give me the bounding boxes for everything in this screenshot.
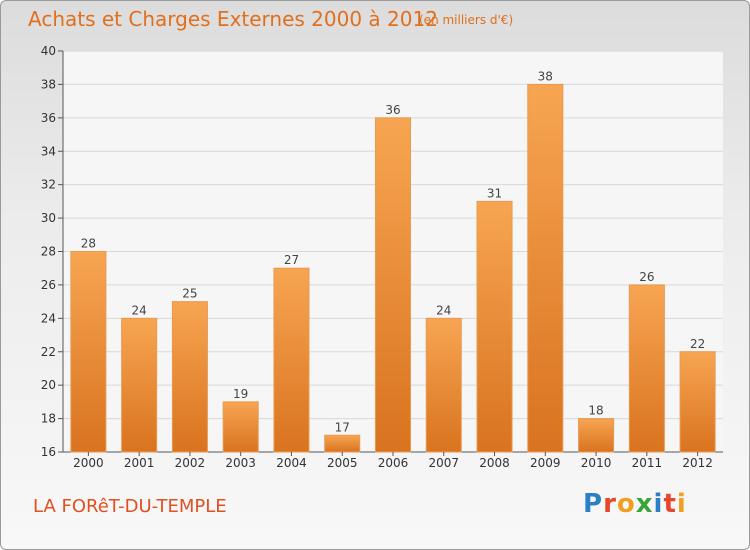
bar-value-label: 31	[487, 186, 502, 200]
y-tick-label: 30	[41, 211, 56, 225]
bar-value-label: 24	[436, 303, 451, 317]
logo-letter: P	[583, 489, 604, 519]
bar-value-label: 25	[182, 287, 197, 301]
y-tick-label: 22	[41, 345, 56, 359]
bar-value-label: 19	[233, 387, 248, 401]
commune-name: LA FORêT-DU-TEMPLE	[33, 496, 227, 517]
y-tick-label: 24	[41, 311, 56, 325]
x-tick-label: 2000	[73, 456, 104, 470]
chart-subtitle: (en milliers d'€)	[419, 13, 514, 27]
bar	[425, 317, 462, 453]
bar	[273, 267, 310, 453]
bar	[121, 317, 158, 453]
logo-letter: i	[676, 489, 687, 519]
y-tick-label: 38	[41, 77, 56, 91]
bar-value-label: 22	[690, 337, 705, 351]
y-tick-label: 36	[41, 111, 56, 125]
y-tick-label: 20	[41, 378, 56, 392]
x-tick-label: 2001	[124, 456, 155, 470]
y-tick-label: 40	[41, 44, 56, 58]
x-tick-label: 2008	[479, 456, 510, 470]
logo-letter: x	[635, 489, 654, 519]
x-tick-label: 2010	[581, 456, 612, 470]
bar-value-label: 26	[639, 270, 654, 284]
bar	[324, 434, 361, 453]
bar	[70, 251, 107, 453]
bar-value-label: 38	[538, 69, 553, 83]
logo-letter: r	[603, 489, 617, 519]
y-tick-label: 16	[41, 445, 56, 459]
y-tick-label: 32	[41, 178, 56, 192]
x-tick-label: 2007	[428, 456, 459, 470]
bar	[374, 117, 412, 453]
bar	[628, 284, 665, 453]
y-tick-label: 34	[41, 144, 56, 158]
bar-value-label: 18	[588, 404, 603, 418]
bar	[476, 200, 513, 453]
bar	[171, 301, 208, 453]
x-tick-label: 2011	[632, 456, 663, 470]
bar	[578, 418, 615, 453]
bar	[222, 401, 259, 453]
x-tick-label: 2005	[327, 456, 358, 470]
bar-value-label: 24	[132, 303, 147, 317]
bar-value-label: 27	[284, 253, 299, 267]
x-tick-label: 2012	[682, 456, 713, 470]
x-tick-label: 2006	[378, 456, 409, 470]
bar	[679, 351, 716, 453]
x-tick-label: 2003	[225, 456, 256, 470]
bar-value-label: 17	[335, 420, 350, 434]
logo-letter: o	[616, 489, 636, 519]
y-tick-label: 18	[41, 412, 56, 426]
logo-letter: i	[653, 489, 664, 519]
bar	[527, 83, 564, 453]
logo-letter: t	[663, 489, 677, 519]
x-tick-label: 2004	[276, 456, 307, 470]
y-tick-label: 26	[41, 278, 56, 292]
chart-title: Achats et Charges Externes 2000 à 2012	[28, 7, 438, 31]
x-tick-label: 2002	[175, 456, 206, 470]
proxiti-logo[interactable]: Proxiti	[583, 489, 687, 519]
y-tick-label: 28	[41, 245, 56, 259]
x-tick-label: 2009	[530, 456, 561, 470]
bar-value-label: 28	[81, 237, 96, 251]
bar-value-label: 36	[385, 103, 400, 117]
